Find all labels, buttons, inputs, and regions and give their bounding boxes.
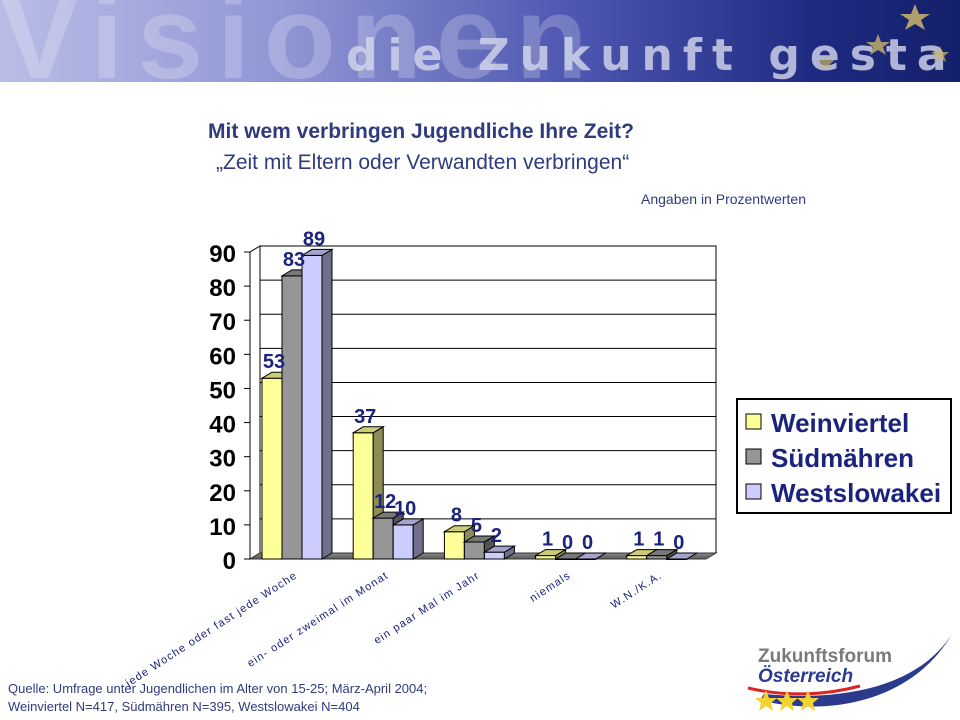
logo-text-line-1: Zukunftsforum: [758, 646, 893, 667]
x-category-label: niemals: [528, 569, 573, 604]
x-category-label: W.N./K.A.: [609, 569, 665, 611]
legend-swatch: [745, 413, 762, 430]
data-label: 8: [451, 505, 462, 527]
bar-front: [372, 517, 394, 560]
bar: [644, 548, 679, 560]
chart-subtitle: „Zeit mit Eltern oder Verwandten verbrin…: [216, 151, 630, 174]
data-label: 5: [471, 515, 482, 537]
logo-text-line-2: Österreich: [758, 666, 854, 687]
bar-top: [462, 535, 497, 543]
bar-front: [392, 524, 414, 560]
bar-front: [352, 432, 374, 560]
bar: [482, 545, 517, 560]
bar: [300, 248, 334, 560]
legend: Weinviertel Südmähren Westslowakei: [736, 398, 952, 514]
bar-top: [573, 552, 608, 560]
banner-tagline: die Zukunft gestalten: [346, 30, 960, 81]
data-label: 1: [633, 529, 644, 551]
bar-front: [301, 254, 323, 560]
legend-label: Westslowakei: [771, 478, 941, 508]
y-tick-label: 50: [209, 377, 236, 404]
y-tick-label: 30: [209, 446, 236, 473]
y-tick-label: 90: [209, 241, 236, 268]
y-tick-label: 20: [209, 480, 236, 507]
bar: [391, 518, 426, 560]
source-line-1: Quelle: Umfrage unter Jugendlichen im Al…: [8, 681, 428, 696]
data-label: 1: [653, 529, 664, 551]
x-category-label: jede Woche oder fast jede Woche: [123, 569, 300, 690]
data-label: 53: [263, 351, 285, 373]
bars: [260, 248, 699, 560]
banner-wordmark: Visionen: [0, 0, 602, 82]
logo: Zukunftsforum Österreich: [740, 628, 955, 718]
y-tick-label: 10: [209, 514, 236, 541]
data-label: 2: [491, 525, 502, 547]
plot-background: [248, 245, 718, 560]
bar-front: [281, 275, 303, 560]
plot-back-wall: [259, 245, 717, 554]
data-label: 37: [354, 406, 376, 428]
bar-front: [646, 555, 668, 560]
bar-top: [644, 549, 679, 557]
legend-label: Südmähren: [771, 443, 914, 473]
legend-swatch: [745, 448, 762, 465]
legend-label: Weinviertel: [771, 408, 909, 438]
bar-top: [442, 525, 477, 533]
banner-stars-icon: [817, 4, 949, 70]
bar-top: [391, 518, 426, 526]
bar-side: [412, 518, 424, 560]
plot-side-wall: [249, 245, 261, 560]
data-label: 83: [283, 249, 305, 271]
bar-top: [351, 426, 386, 434]
data-label: 0: [673, 532, 684, 554]
y-tick-label: 60: [209, 343, 236, 370]
bar: [573, 552, 608, 560]
data-label: 10: [394, 498, 416, 520]
y-tick-label: 70: [209, 309, 236, 336]
bar-front: [483, 551, 505, 560]
logo-swoosh-icon: [747, 634, 952, 711]
data-label: 0: [562, 532, 573, 554]
bar-front: [535, 555, 557, 560]
source-line-2: Weinviertel N=417, Südmähren N=395, West…: [8, 699, 360, 714]
y-tick-label: 80: [209, 275, 236, 302]
bar-top: [371, 511, 406, 519]
bar-front: [261, 377, 283, 560]
bar: [533, 548, 568, 560]
data-label: 1: [542, 529, 553, 551]
data-label: 0: [582, 532, 593, 554]
bar-front: [626, 555, 648, 560]
bar-top: [300, 248, 334, 256]
source-note: Quelle: Umfrage unter Jugendlichen im Al…: [8, 680, 427, 716]
units-note: Angaben in Prozentwerten: [641, 191, 806, 207]
bar: [664, 552, 699, 560]
bar-side: [321, 248, 333, 560]
y-tick-label: 0: [223, 548, 236, 575]
bar-front: [463, 541, 485, 560]
y-axis: 0 10 20 30 40 50 60 70 80 90: [209, 241, 250, 575]
data-label: 89: [303, 228, 325, 250]
bar-front: [443, 531, 465, 560]
data-label: 12: [374, 491, 396, 513]
bar-top: [482, 545, 517, 553]
bar-top: [664, 552, 699, 560]
legend-swatch: [745, 483, 762, 500]
bar-top: [533, 549, 568, 557]
header-banner: Visionen die Zukunft gestalten: [0, 0, 960, 82]
chart-title: Mit wem verbringen Jugendliche Ihre Zeit…: [208, 120, 634, 143]
y-tick-label: 40: [209, 412, 236, 439]
x-category-label: ein- oder zweimal im Monat: [245, 569, 391, 669]
legend-box: [736, 398, 952, 514]
